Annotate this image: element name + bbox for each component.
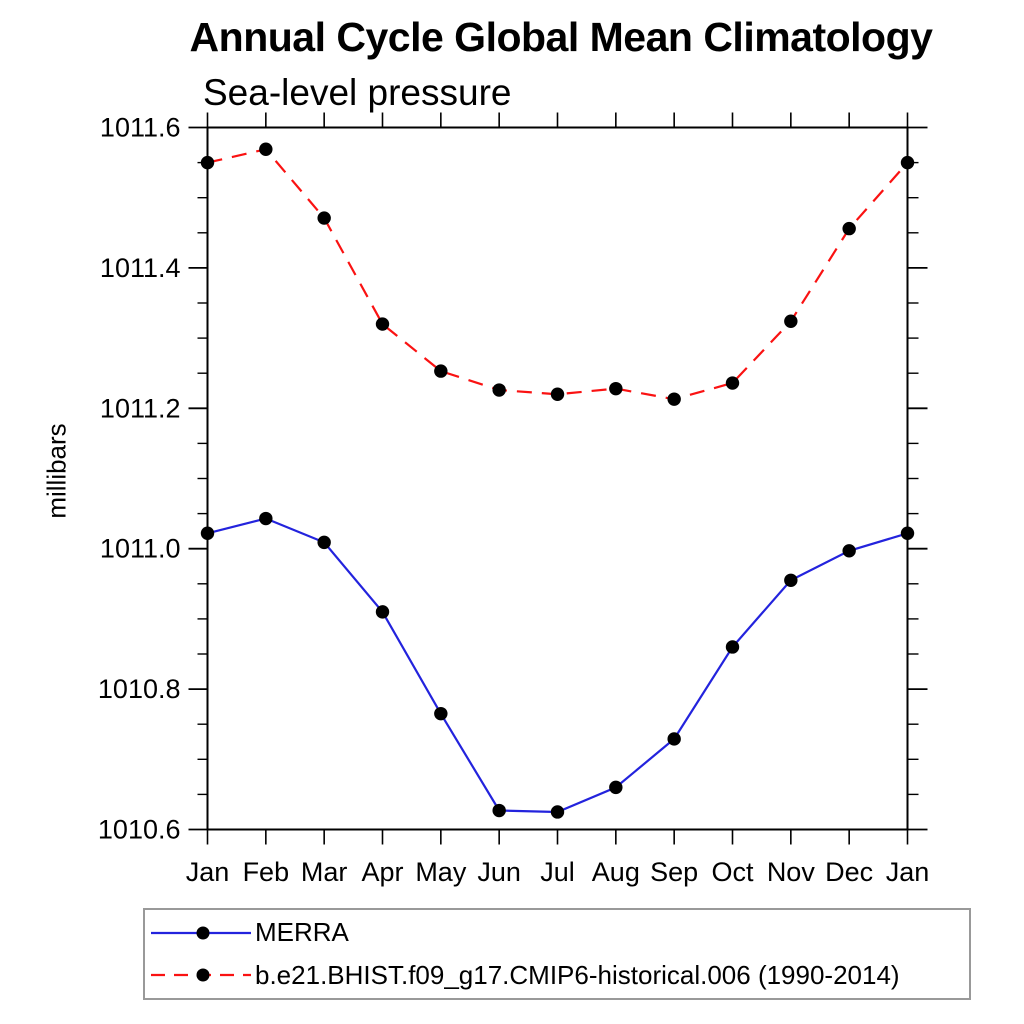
x-tick-label: Aug — [592, 857, 640, 887]
series-0-point-Oct — [725, 640, 740, 654]
series-1-point-Feb — [259, 142, 273, 156]
series-1-point-Jun — [492, 383, 506, 397]
chart-subtitle: Sea-level pressure — [203, 72, 512, 113]
series-0-point-Jul — [550, 805, 565, 819]
series-1-point-Dec — [842, 221, 856, 236]
series-0-point-Aug — [609, 780, 623, 795]
x-tick-label: Dec — [825, 857, 873, 887]
series-0-point-Apr — [375, 605, 390, 619]
series-0-point-Feb — [259, 511, 273, 526]
series-0-point-Mar — [317, 535, 331, 550]
y-tick-label: 1011.2 — [100, 393, 181, 423]
legend-label-merra: MERRA — [255, 917, 349, 948]
y-tick-label: 1010.8 — [98, 674, 181, 704]
series-0-point-May — [434, 706, 448, 721]
series-line-0 — [207, 517, 908, 814]
series-1-point-Mar — [317, 211, 331, 225]
series-line-1 — [207, 148, 909, 401]
legend-row-model: b.e21.BHIST.f09_g17.CMIP6-historical.006… — [145, 955, 969, 995]
series-0-point-Jan — [200, 526, 215, 540]
series-0-point-Nov — [784, 573, 798, 587]
y-tick-label: 1010.6 — [98, 815, 181, 845]
series-1-point-Sep — [667, 392, 681, 406]
series-0-point-Jun — [492, 803, 506, 818]
series-1-point-Jan — [200, 155, 215, 170]
series-1-point-Nov — [784, 314, 798, 328]
x-tick-label: Sep — [650, 857, 698, 887]
series-1-point-Aug — [609, 381, 623, 396]
x-tick-label: Jun — [477, 857, 521, 887]
y-tick-label: 1011.4 — [100, 253, 181, 283]
x-tick-label: Nov — [767, 857, 816, 887]
series-1-point-Oct — [725, 376, 740, 390]
x-tick-label: Feb — [243, 857, 290, 887]
x-tick-label: Jan — [186, 857, 230, 887]
y-tick-label: 1011.6 — [100, 113, 181, 143]
series-1-point-May — [434, 364, 448, 378]
x-tick-label: Apr — [361, 857, 403, 887]
x-tick-label: Jan — [886, 857, 930, 887]
series-0-point-Jan — [900, 526, 915, 540]
chart-title: Annual Cycle Global Mean Climatology — [189, 14, 933, 60]
legend-row-merra: MERRA — [145, 913, 969, 953]
legend-label-model: b.e21.BHIST.f09_g17.CMIP6-historical.006… — [255, 959, 900, 990]
merra-line-sample — [151, 926, 251, 940]
series-0-point-Dec — [842, 544, 856, 558]
series-1-point-Jul — [550, 387, 565, 401]
x-tick-label: May — [415, 857, 467, 887]
y-tick-label: 1011.0 — [100, 534, 181, 564]
plot-frame — [206, 126, 909, 831]
legend-box: MERRA b.e21.BHIST.f09_g17.CMIP6-historic… — [143, 908, 971, 1000]
x-tick-label: Mar — [301, 857, 348, 887]
model-line-sample — [151, 968, 251, 982]
x-tick-label: Jul — [540, 857, 575, 887]
series-1-point-Jan — [900, 155, 915, 170]
x-tick-label: Oct — [711, 857, 754, 887]
series-1-point-Apr — [375, 317, 390, 331]
series-0-point-Sep — [667, 732, 681, 746]
